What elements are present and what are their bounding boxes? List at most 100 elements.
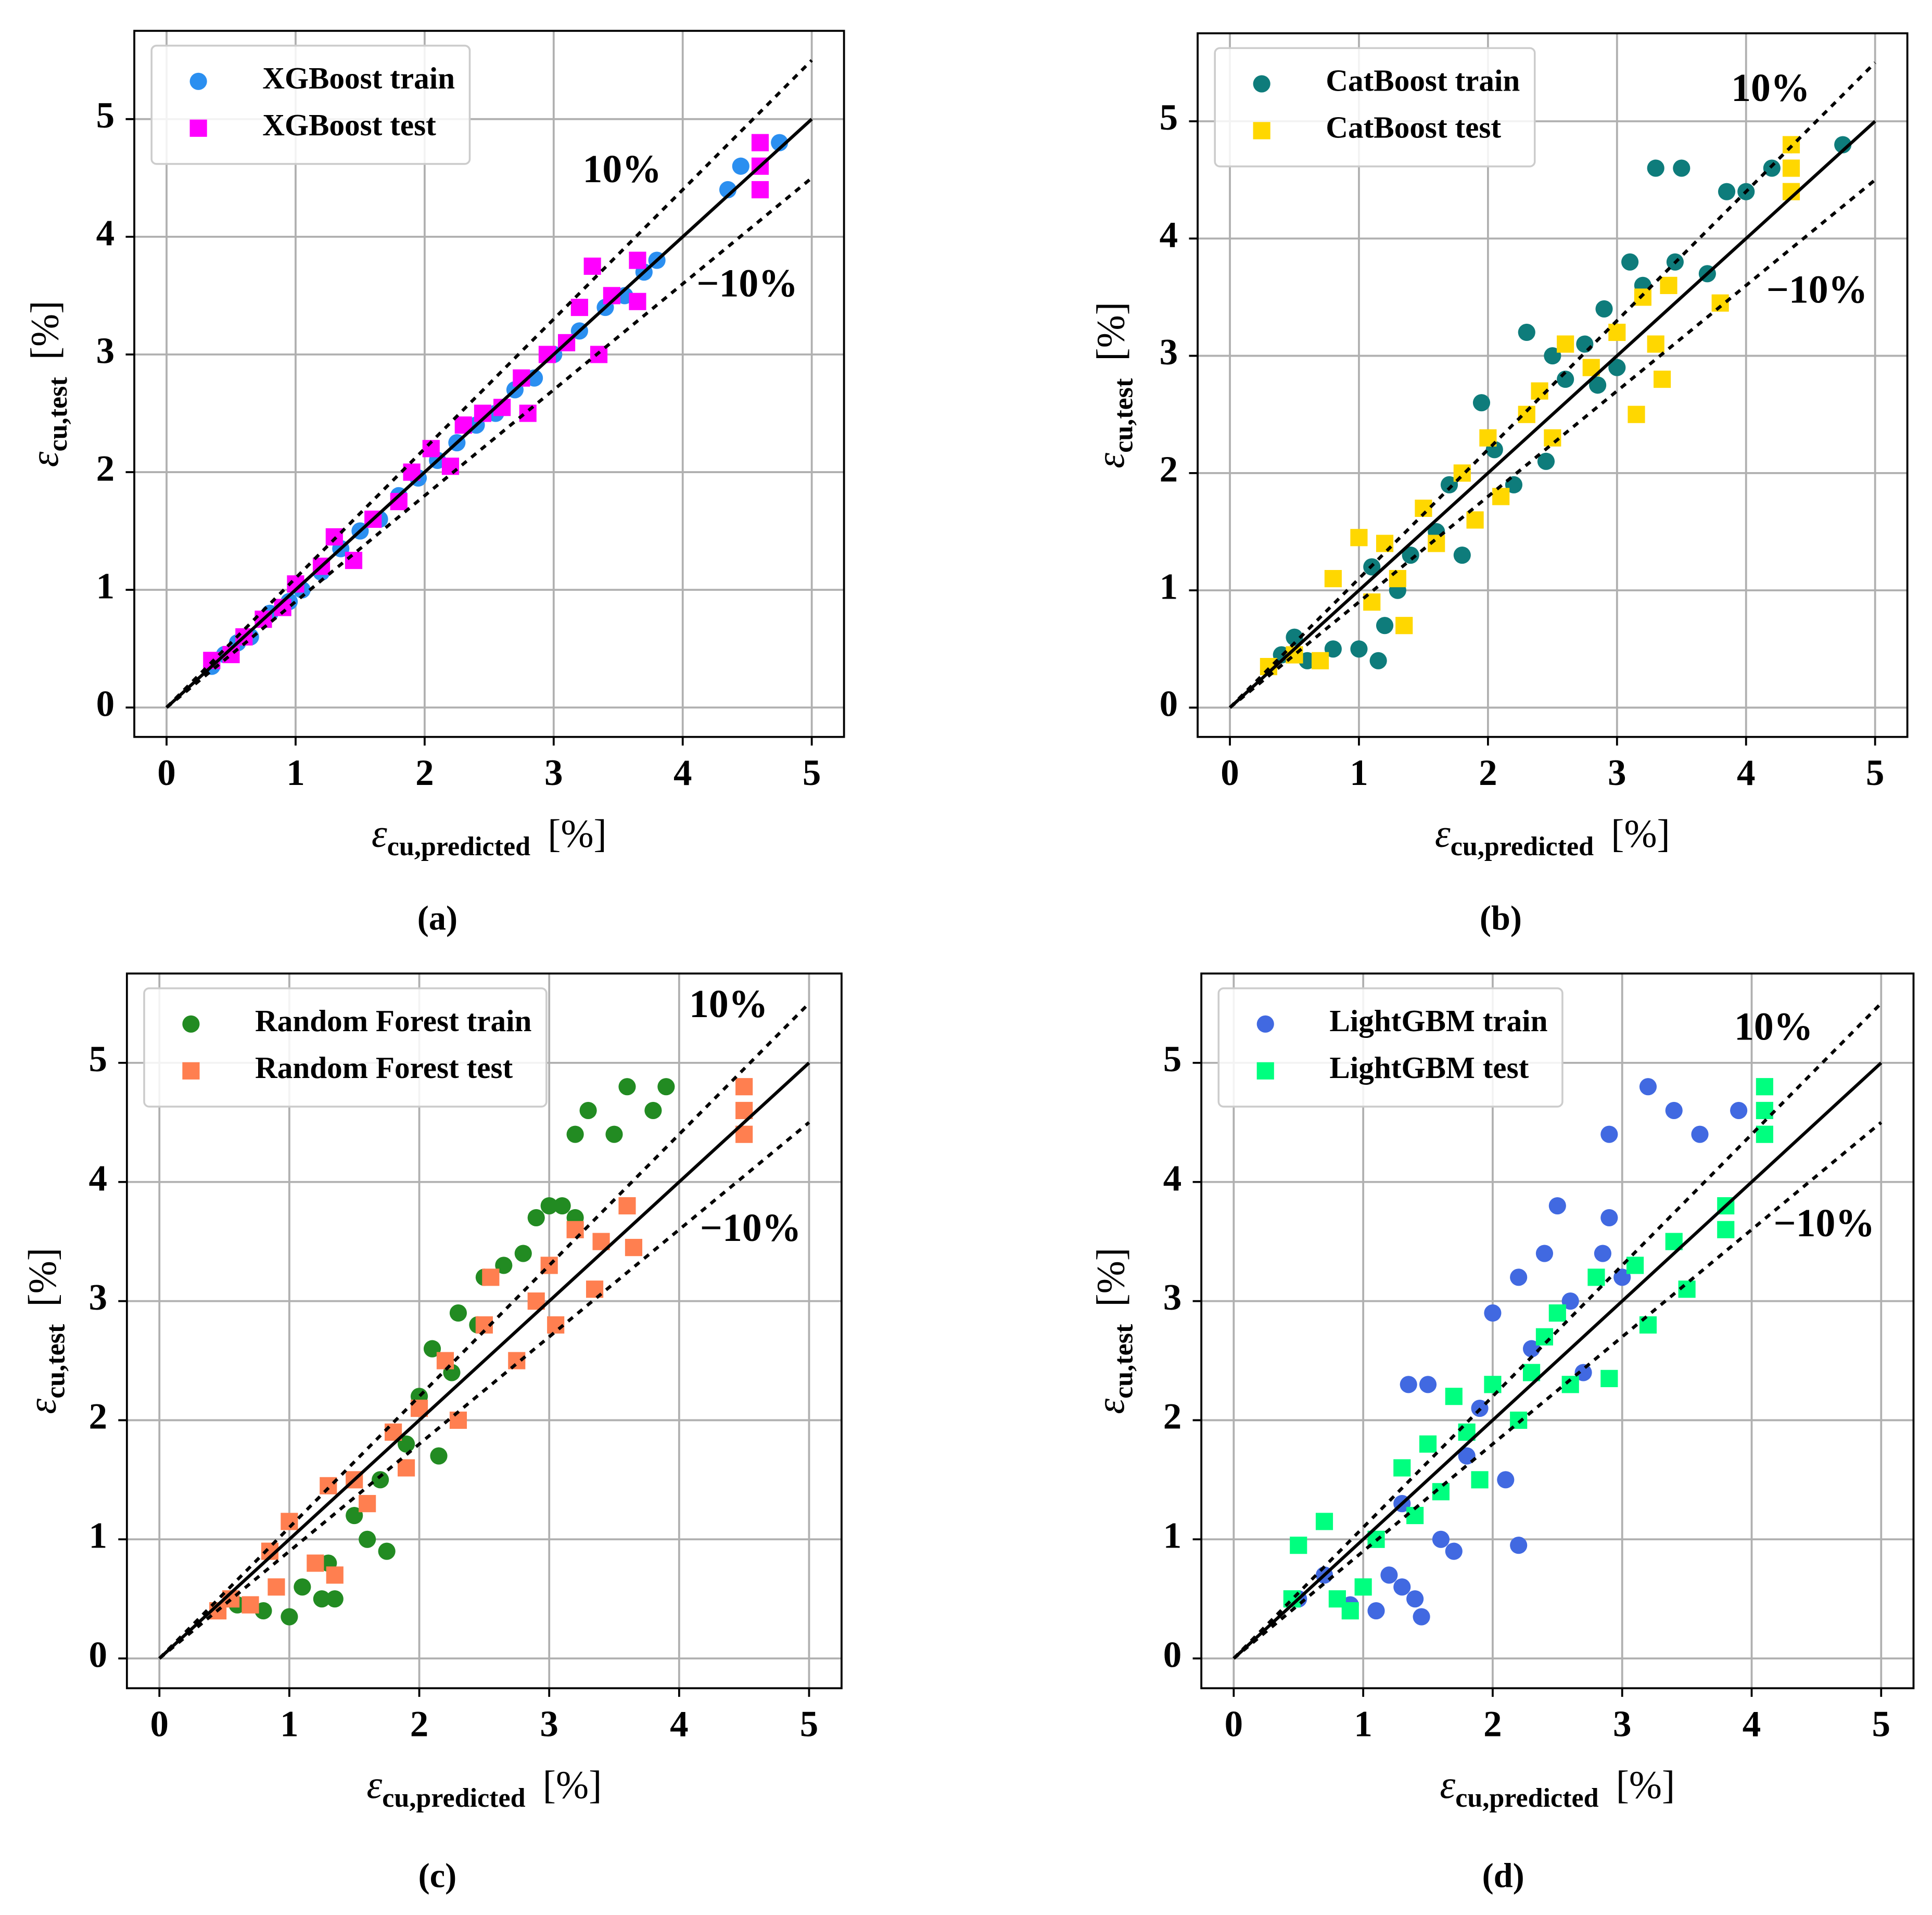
annotation: −10% (696, 262, 798, 306)
point (436, 1352, 454, 1369)
y-tick-label: 3 (88, 1277, 107, 1318)
x-tick-label: 5 (1866, 753, 1885, 793)
point (732, 157, 749, 175)
point (345, 552, 363, 569)
point (325, 528, 343, 546)
legend-label: LightGBM test (1329, 1050, 1529, 1085)
x-tick-label: 3 (540, 1704, 558, 1744)
y-tick-label: 4 (1160, 215, 1178, 256)
x-axis-label: εcu,predicted [%] (1435, 812, 1670, 861)
x-tick-label: 5 (800, 1704, 819, 1744)
x-tick-label: 2 (410, 1704, 429, 1744)
x-axis-label: εcu,predicted [%] (1440, 1764, 1675, 1813)
point (1518, 405, 1535, 423)
point (1595, 300, 1613, 318)
y-tick-label: 5 (88, 1039, 107, 1080)
point (1594, 1245, 1611, 1262)
label-subscript: cu,test (41, 1324, 70, 1399)
annotation: −10% (1773, 1201, 1875, 1245)
legend-label: LightGBM train (1329, 1004, 1547, 1038)
point (423, 1340, 441, 1358)
annotation: 10% (582, 147, 662, 191)
point (566, 1125, 584, 1143)
point (378, 1542, 396, 1560)
plot-frame (1197, 32, 1909, 738)
point (1367, 1602, 1385, 1620)
y-tick-label: 1 (96, 566, 115, 606)
label-subscript: cu,predicted (1451, 832, 1594, 861)
x-tick-label: 4 (1743, 1704, 1761, 1744)
point (281, 1608, 298, 1626)
y-tick-label: 3 (1163, 1277, 1182, 1318)
point (1350, 529, 1368, 547)
legend-marker (1256, 1062, 1274, 1080)
legend-label: Random Forest train (255, 1004, 532, 1038)
legend (1217, 987, 1564, 1108)
y-tick-label: 4 (88, 1158, 107, 1199)
reference-line (1232, 1002, 1883, 1660)
y-tick-label: 5 (1160, 97, 1178, 138)
x-tick-label: 1 (280, 1704, 299, 1744)
point (1782, 159, 1800, 177)
caption: (d) (1482, 1857, 1524, 1895)
y-tick-label: 0 (88, 1634, 107, 1675)
point (1717, 1221, 1735, 1238)
point (1484, 1376, 1502, 1393)
point (255, 1602, 272, 1620)
point (1587, 1269, 1605, 1286)
point (1535, 1328, 1554, 1346)
point (629, 251, 646, 269)
point (1510, 1269, 1528, 1286)
x-tick-label: 2 (1483, 1704, 1502, 1744)
point (1389, 570, 1406, 588)
point (268, 1578, 285, 1596)
label-unit: [%] (1616, 1764, 1675, 1807)
point (553, 1197, 571, 1215)
point (1419, 1435, 1437, 1453)
point (1402, 546, 1419, 564)
y-axis-label: εcu,test [%] (1089, 302, 1139, 468)
point (1406, 1590, 1424, 1608)
point (1419, 1376, 1437, 1393)
point (482, 1269, 500, 1286)
point (1290, 1537, 1307, 1554)
point (1621, 253, 1639, 271)
legend-label: Random Forest test (255, 1050, 513, 1085)
reference-line (158, 1121, 810, 1660)
point (1537, 452, 1555, 470)
point (1654, 371, 1671, 388)
x-tick-label: 4 (673, 753, 692, 793)
point (281, 1513, 298, 1530)
label-symbol: ε (1089, 453, 1133, 468)
point (430, 1447, 448, 1465)
y-tick-label: 4 (1163, 1158, 1182, 1199)
x-tick-label: 0 (150, 1704, 169, 1744)
point (307, 1554, 324, 1572)
y-tick-label: 0 (1160, 684, 1178, 725)
x-tick-label: 3 (1613, 1704, 1632, 1744)
label-subscript: cu,predicted (1455, 1783, 1598, 1813)
y-tick-label: 0 (96, 684, 115, 725)
point (1756, 1101, 1773, 1120)
x-tick-label: 3 (1608, 753, 1626, 793)
point (1395, 617, 1413, 635)
reference-line (1228, 61, 1876, 709)
caption: (a) (417, 899, 457, 937)
reference-line (165, 59, 813, 709)
x-tick-label: 3 (544, 753, 563, 793)
point (242, 1596, 259, 1614)
x-tick-label: 5 (1872, 1704, 1891, 1744)
point (313, 1590, 331, 1608)
annotation: 10% (1731, 66, 1810, 110)
label-symbol: ε (23, 451, 67, 467)
y-tick-label: 3 (1160, 332, 1178, 373)
point (540, 1197, 558, 1215)
point (1665, 1101, 1683, 1120)
point (1576, 335, 1594, 353)
caption: (c) (418, 1857, 457, 1895)
point (570, 298, 588, 316)
point (1510, 1537, 1528, 1554)
reference-line (1229, 179, 1876, 709)
